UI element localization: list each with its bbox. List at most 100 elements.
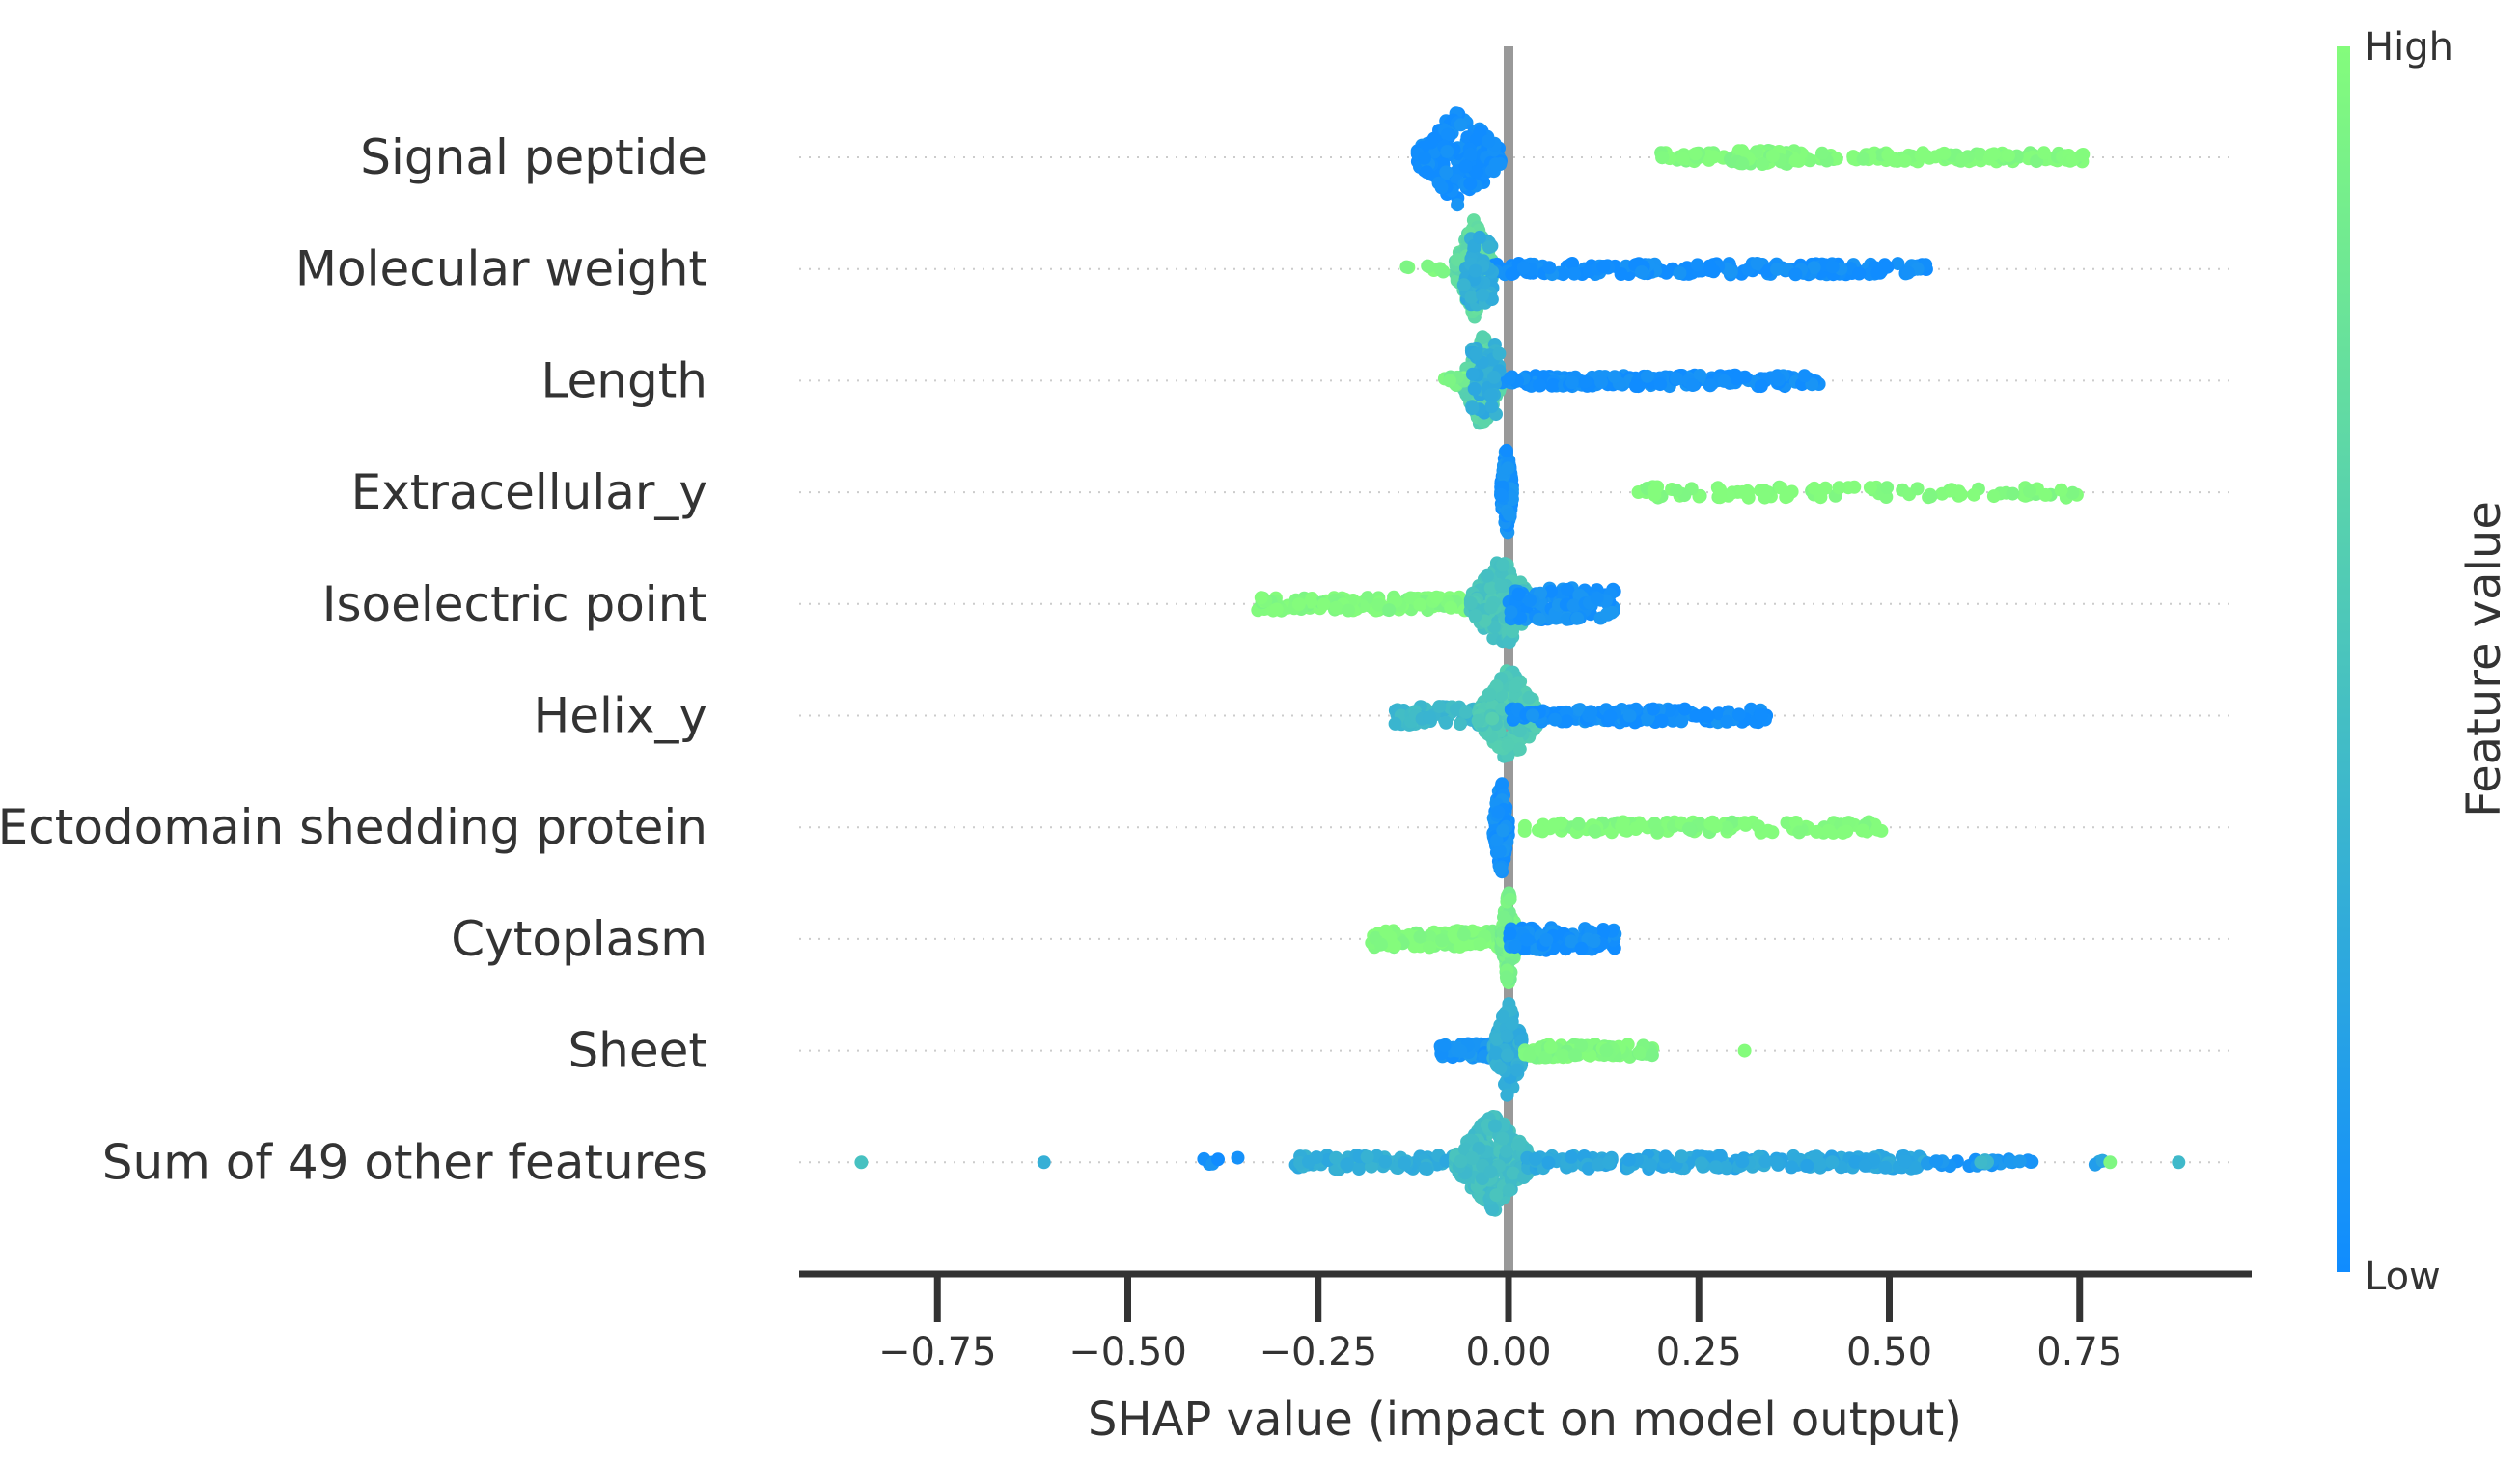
- shap-point: [1578, 374, 1592, 389]
- shap-point: [1720, 714, 1734, 729]
- shap-point: [1567, 266, 1582, 281]
- shap-point: [1706, 264, 1721, 279]
- shap-point: [1752, 819, 1765, 834]
- shap-point: [1669, 484, 1683, 498]
- shap-point: [1473, 230, 1487, 244]
- shap-point: [1503, 892, 1517, 906]
- shap-point: [1568, 1048, 1582, 1063]
- x-tick-label: 0.00: [1465, 1330, 1551, 1374]
- shap-point: [1501, 1048, 1514, 1063]
- shap-point: [1650, 824, 1665, 839]
- shap-point: [1329, 1150, 1343, 1165]
- shap-point: [1561, 582, 1574, 596]
- shap-point: [1673, 266, 1687, 280]
- shap-point: [2065, 485, 2080, 500]
- shap-point: [1231, 1150, 1245, 1165]
- shap-point: [1574, 941, 1589, 955]
- shap-point: [1463, 596, 1478, 610]
- shap-point: [1378, 1154, 1393, 1169]
- shap-point: [1770, 1155, 1784, 1170]
- shap-point: [1754, 379, 1768, 394]
- shap-point: [1590, 591, 1604, 605]
- shap-point: [1418, 151, 1431, 165]
- shap-point: [1640, 712, 1654, 727]
- shap-point: [1621, 1152, 1636, 1167]
- colorbar: High Low Feature value: [2337, 25, 2511, 1299]
- shap-point: [1420, 165, 1434, 180]
- shap-point: [1436, 264, 1451, 279]
- shap-point: [1629, 379, 1643, 393]
- shap-point: [2172, 1155, 2186, 1170]
- shap-point: [1413, 929, 1427, 944]
- shap-point: [1858, 1158, 1872, 1173]
- shap-point: [1342, 603, 1356, 618]
- shap-point: [1435, 933, 1449, 948]
- shap-point: [1254, 591, 1268, 605]
- shap-point: [1473, 937, 1487, 952]
- shap-point: [1516, 261, 1531, 275]
- shap-point: [1468, 263, 1482, 278]
- feature-label: Sheet: [568, 1023, 707, 1079]
- shap-point: [1494, 579, 1509, 594]
- shap-point: [2054, 483, 2068, 497]
- shap-point: [1591, 1157, 1605, 1172]
- shap-point: [1856, 823, 1870, 838]
- shap-points: [854, 106, 2186, 1217]
- shap-point: [1456, 927, 1471, 942]
- shap-point: [1566, 598, 1581, 613]
- feature-label: Isoelectric point: [322, 576, 707, 632]
- shap-point: [1945, 484, 1959, 498]
- shap-point: [1423, 940, 1437, 955]
- shap-point: [1439, 165, 1454, 180]
- feature-row-points: [1251, 556, 1621, 650]
- shap-point: [1502, 635, 1516, 650]
- shap-point: [2012, 1154, 2027, 1169]
- shap-point: [1603, 709, 1618, 724]
- colorbar-high-label: High: [2365, 25, 2453, 69]
- shap-point: [1399, 260, 1414, 274]
- shap-point: [1501, 461, 1515, 476]
- shap-point: [1565, 375, 1579, 390]
- shap-point: [1708, 1160, 1723, 1175]
- x-tick-label: −0.75: [878, 1330, 997, 1374]
- shap-point: [1429, 590, 1444, 604]
- shap-point: [1488, 1046, 1503, 1061]
- shap-point: [1496, 1010, 1509, 1024]
- shap-point: [1768, 370, 1783, 384]
- shap-point: [1472, 1141, 1486, 1155]
- colorbar-gradient: [2337, 46, 2350, 1272]
- shap-point: [1503, 927, 1517, 941]
- shap-point: [1685, 378, 1700, 392]
- shap-point: [1418, 1161, 1432, 1176]
- shap-point: [1469, 346, 1483, 361]
- shap-point: [1538, 1050, 1553, 1065]
- shap-point: [1594, 374, 1609, 389]
- shap-point: [1599, 1043, 1614, 1058]
- shap-point: [1644, 1158, 1658, 1173]
- shap-point: [1556, 1048, 1570, 1063]
- feature-row-points: [1388, 664, 1774, 763]
- shap-point: [1471, 713, 1485, 728]
- shap-point: [1719, 1160, 1733, 1175]
- shap-point: [1511, 587, 1526, 601]
- shap-point: [1499, 1144, 1513, 1158]
- shap-point: [1658, 1149, 1673, 1164]
- shap-point: [1463, 148, 1478, 161]
- shap-point: [1539, 932, 1554, 947]
- shap-point: [1439, 715, 1454, 730]
- shap-point: [1465, 1151, 1480, 1165]
- shap-point: [1588, 824, 1602, 838]
- shap-point: [1758, 490, 1772, 505]
- shap-point: [1269, 602, 1284, 617]
- x-tick-label: 0.50: [1846, 1330, 1932, 1374]
- shap-point: [1037, 1155, 1051, 1170]
- shap-point: [1546, 378, 1561, 392]
- shap-point: [1506, 624, 1519, 639]
- shap-point: [2038, 487, 2053, 502]
- shap-point: [1901, 265, 1915, 280]
- shap-point: [1508, 679, 1522, 694]
- shap-point: [1565, 257, 1580, 270]
- shap-point: [1423, 929, 1437, 944]
- x-axis: −0.75 −0.50 −0.25 0.00 0.25 0.50 0.75: [799, 1270, 2252, 1374]
- shap-point: [1464, 291, 1479, 305]
